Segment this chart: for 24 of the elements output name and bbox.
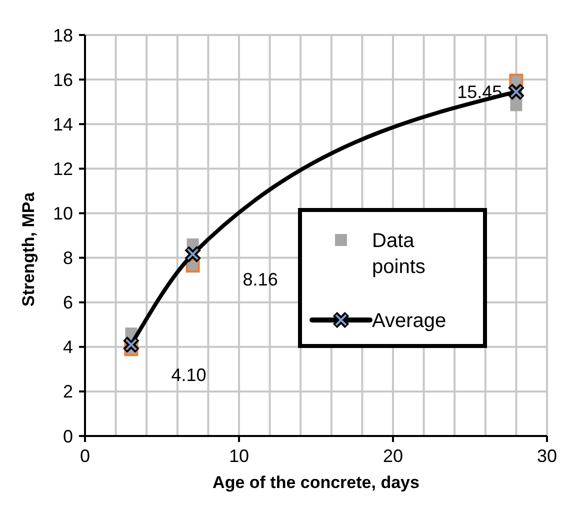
legend-label: Data points [372, 230, 426, 278]
y-tick-label: 8 [62, 248, 73, 268]
y-tick-label: 4 [62, 337, 73, 358]
annotation: 8.16 [242, 270, 278, 290]
annotation: 4.10 [171, 364, 206, 385]
y-tick-label: 6 [62, 292, 73, 313]
point [510, 99, 522, 112]
x-tick-label: 10 [228, 446, 250, 466]
y-tick-label: 14 [52, 114, 73, 134]
point [184, 245, 202, 264]
y-tick-label: 16 [52, 70, 73, 90]
y-tick-label: 2 [62, 382, 73, 402]
point [122, 336, 140, 354]
point [507, 82, 526, 101]
legend-label: Average [372, 310, 446, 332]
y-tick-label: 18 [52, 25, 73, 46]
x-tick-label: 30 [536, 446, 558, 466]
x-tick-label: 20 [382, 446, 404, 466]
y-tick-label: 10 [52, 204, 73, 224]
y-axis-title: Strength, MPa [19, 192, 38, 307]
x-axis-title: Age of the concrete, days [212, 473, 420, 492]
y-tick-label: 0 [62, 426, 73, 446]
y-tick-label: 12 [52, 158, 73, 179]
x-tick-label: 0 [80, 446, 90, 466]
